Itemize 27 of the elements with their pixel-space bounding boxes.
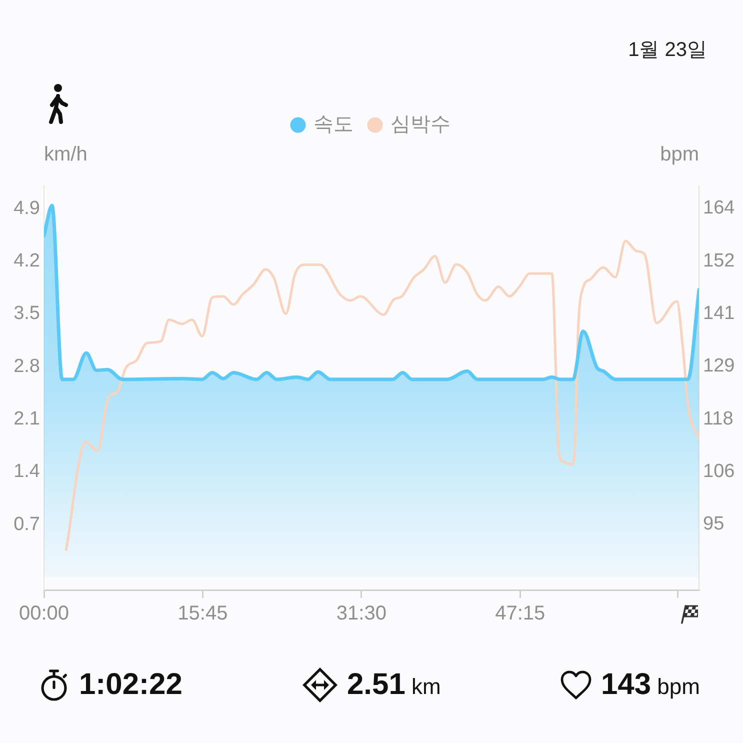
y2-tick-label: 141 <box>703 303 735 324</box>
y-tick-label: 4.9 <box>14 198 40 219</box>
legend-label: 속도 <box>314 114 354 136</box>
y-tick-label: 0.7 <box>14 514 40 535</box>
chart-subtitle: 1월 23일 <box>628 38 707 62</box>
y-tick-label: 4.2 <box>14 250 40 272</box>
y2-tick-label: 152 <box>703 250 735 272</box>
y-tick-label: 1.4 <box>14 461 40 482</box>
x-tick-label: 00:00 <box>18 602 70 625</box>
x-tick-label: 31:30 <box>336 602 386 625</box>
x-tick-label: 15:45 <box>178 602 228 625</box>
y-tick-label: 3.5 <box>14 303 40 324</box>
y2-tick-label: 118 <box>703 408 734 430</box>
y-tick-label: 2.1 <box>14 408 40 430</box>
y2-axis-title: bpm <box>660 144 699 166</box>
y-tick-label: 2.8 <box>14 356 40 377</box>
legend-label: 심박수 <box>390 114 450 136</box>
y2-tick-label: 106 <box>703 461 735 482</box>
y2-tick-label: 95 <box>703 514 724 535</box>
x-tick-label: 47:15 <box>495 602 546 625</box>
text: 1:02:22 <box>79 668 182 701</box>
text: 143 bpm <box>601 668 700 701</box>
line-series <box>64 240 699 551</box>
y2-tick-label: 164 <box>703 198 736 219</box>
y2-tick-label: 129 <box>703 356 735 377</box>
text: 2.51 km <box>347 668 441 701</box>
y-axis-title: km/h <box>44 144 88 166</box>
